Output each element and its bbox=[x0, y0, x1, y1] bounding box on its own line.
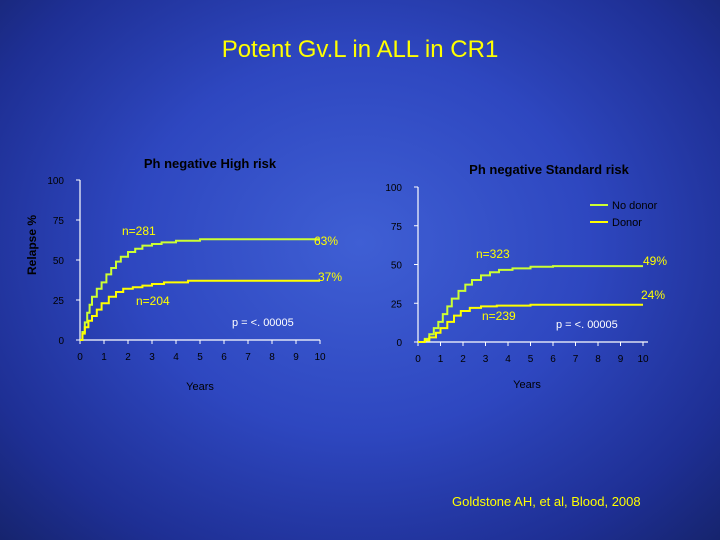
left-y-tick-label: 75 bbox=[53, 216, 65, 227]
left-end-label-no-donor: 63% bbox=[314, 234, 338, 248]
right-panel-title: Ph negative Standard risk bbox=[469, 162, 629, 177]
left-n-donor: n=204 bbox=[136, 294, 170, 308]
left-x-tick-label: 3 bbox=[149, 352, 155, 363]
right-y-tick-label: 25 bbox=[391, 299, 403, 310]
right-x-tick-label: 10 bbox=[637, 354, 649, 365]
right-end-label-donor: 24% bbox=[641, 288, 665, 302]
right-x-tick-label: 7 bbox=[573, 354, 579, 365]
right-x-axis-label: Years bbox=[513, 379, 541, 391]
right-x-tick-label: 4 bbox=[505, 354, 511, 365]
right-x-tick-label: 1 bbox=[438, 354, 444, 365]
legend: No donor Donor bbox=[590, 200, 658, 229]
right-x-ticks: 0 1 2 3 4 5 6 7 8 9 10 bbox=[415, 342, 649, 365]
left-x-tick-label: 10 bbox=[314, 352, 326, 363]
left-panel: Ph negative High risk Relapse % 02550751… bbox=[25, 156, 342, 393]
left-y-tick-label: 25 bbox=[53, 296, 65, 307]
legend-label-donor: Donor bbox=[612, 217, 642, 229]
left-x-tick-label: 4 bbox=[173, 352, 179, 363]
right-y-tick-label: 50 bbox=[391, 261, 403, 272]
right-y-ticks: 0 25 50 75 100 bbox=[385, 183, 418, 349]
right-p-value: p = <. 00005 bbox=[556, 319, 618, 331]
left-x-tick-label: 7 bbox=[245, 352, 251, 363]
left-y-tick-label: 100 bbox=[47, 176, 64, 187]
y-axis-label: Relapse % bbox=[25, 215, 39, 275]
left-y-tick-label: 50 bbox=[53, 256, 65, 267]
slide-title: Potent Gv.L in ALL in CR1 bbox=[221, 36, 499, 63]
left-x-tick-label: 9 bbox=[293, 352, 299, 363]
left-x-ticks: 0 1 2 3 4 5 6 7 8 9 10 bbox=[77, 340, 326, 363]
left-y-ticks: 0 25 50 75 100 bbox=[47, 176, 80, 347]
left-x-tick-label: 5 bbox=[197, 352, 203, 363]
left-x-axis-label: Years bbox=[186, 381, 214, 393]
left-n-no-donor: n=281 bbox=[122, 224, 156, 238]
right-y-tick-label: 75 bbox=[391, 222, 403, 233]
legend-label-no-donor: No donor bbox=[612, 200, 658, 212]
right-x-tick-label: 3 bbox=[483, 354, 489, 365]
citation: Goldstone AH, et al, Blood, 2008 bbox=[452, 494, 641, 509]
left-x-tick-label: 2 bbox=[125, 352, 131, 363]
right-series-donor bbox=[418, 303, 643, 343]
left-x-tick-label: 6 bbox=[221, 352, 227, 363]
left-x-tick-label: 0 bbox=[77, 352, 83, 363]
left-p-value: p = <. 00005 bbox=[232, 317, 294, 329]
right-end-label-no-donor: 49% bbox=[643, 254, 667, 268]
right-x-tick-label: 0 bbox=[415, 354, 421, 365]
right-x-tick-label: 9 bbox=[618, 354, 624, 365]
left-x-tick-label: 1 bbox=[101, 352, 107, 363]
left-panel-title: Ph negative High risk bbox=[144, 156, 277, 171]
right-x-tick-label: 2 bbox=[460, 354, 466, 365]
left-series-no-donor bbox=[80, 238, 320, 341]
right-x-tick-label: 6 bbox=[550, 354, 556, 365]
right-x-tick-label: 8 bbox=[595, 354, 601, 365]
left-x-tick-label: 8 bbox=[269, 352, 275, 363]
right-x-tick-label: 5 bbox=[528, 354, 534, 365]
left-series-donor bbox=[80, 279, 320, 341]
right-n-no-donor: n=323 bbox=[476, 247, 510, 261]
right-y-tick-label: 0 bbox=[396, 338, 402, 349]
right-series-no-donor bbox=[418, 265, 643, 343]
left-y-tick-label: 0 bbox=[58, 336, 64, 347]
right-y-tick-label: 100 bbox=[385, 183, 402, 194]
right-n-donor: n=239 bbox=[482, 309, 516, 323]
left-end-label-donor: 37% bbox=[318, 270, 342, 284]
